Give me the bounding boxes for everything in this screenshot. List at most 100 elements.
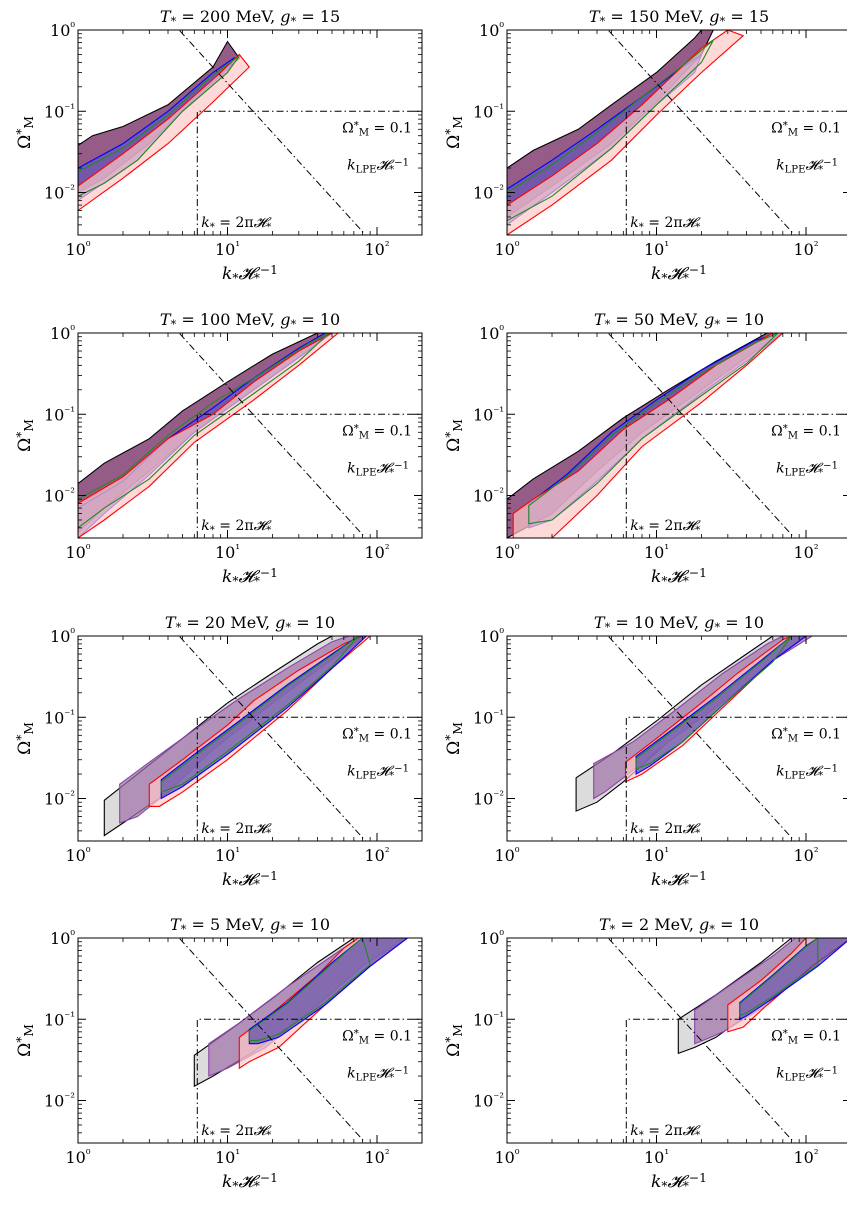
contour-region-3 bbox=[512, 333, 784, 538]
y-axis-label: Ω*M bbox=[14, 419, 36, 452]
x-tick-label: 10² bbox=[365, 1147, 390, 1167]
lpe-line bbox=[178, 636, 367, 841]
panel-7: 10⁰ 10¹ 10² 10⁻² 10⁻¹ 10⁰ T* = 5 MeV, g* = 10 k… bbox=[14, 915, 423, 1193]
plot-area bbox=[103, 636, 422, 841]
x-tick-label: 10² bbox=[365, 542, 390, 562]
contour-region-4 bbox=[507, 39, 714, 222]
x-tick-label: 10¹ bbox=[215, 1147, 240, 1167]
x-tick-label: 10¹ bbox=[215, 239, 240, 259]
x-axis-label: k*𝓗*−1 bbox=[222, 263, 278, 285]
k-threshold-label: k* = 2π𝓗* bbox=[630, 1123, 700, 1141]
y-tick-label: 10⁻¹ bbox=[473, 101, 504, 121]
k-threshold-label: k* = 2π𝓗* bbox=[201, 215, 271, 233]
y-axis-label: Ω*M bbox=[14, 1024, 36, 1057]
axes-frame bbox=[77, 937, 423, 1144]
x-tick-label: 10⁰ bbox=[66, 845, 91, 865]
x-axis-label: k*𝓗*−1 bbox=[651, 869, 707, 891]
y-tick-label: 10⁻² bbox=[473, 486, 504, 506]
y-tick-label: 10⁻² bbox=[44, 183, 75, 203]
y-tick-label: 10⁻² bbox=[473, 789, 504, 809]
panel-title: T* = 10 MeV, g* = 10 bbox=[594, 613, 764, 634]
y-tick-label: 10⁰ bbox=[479, 626, 504, 646]
plot-area bbox=[178, 938, 422, 1143]
contour-region-4 bbox=[635, 636, 807, 776]
axes-frame bbox=[77, 332, 423, 539]
x-tick-label: 10² bbox=[365, 239, 390, 259]
contour-region-5 bbox=[248, 938, 371, 1041]
y-tick-label: 10⁻² bbox=[44, 789, 75, 809]
x-tick-label: 10² bbox=[794, 542, 819, 562]
x-tick-label: 10⁰ bbox=[495, 845, 520, 865]
plot-area bbox=[507, 333, 847, 538]
y-axis-label: Ω*M bbox=[443, 116, 465, 149]
panel-4: 10⁰ 10¹ 10² 10⁻² 10⁻¹ 10⁰ T* = 50 MeV, g* = 10… bbox=[443, 310, 847, 588]
axes-frame bbox=[506, 332, 847, 539]
x-tick-label: 10⁰ bbox=[495, 542, 520, 562]
omega-threshold-label: Ω*M = 0.1 bbox=[771, 423, 841, 441]
panel-title: T* = 20 MeV, g* = 10 bbox=[165, 613, 335, 634]
y-tick-label: 10⁰ bbox=[479, 20, 504, 40]
axes-frame bbox=[506, 937, 847, 1144]
plot-area bbox=[575, 636, 847, 841]
y-tick-label: 10⁻¹ bbox=[44, 101, 75, 121]
y-tick-label: 10⁻² bbox=[44, 486, 75, 506]
contour-region-3 bbox=[78, 333, 340, 538]
y-tick-label: 10⁻¹ bbox=[473, 1009, 504, 1029]
panel-2: 10⁰ 10¹ 10² 10⁻² 10⁻¹ 10⁰ T* = 150 MeV, g* = 1… bbox=[443, 7, 847, 285]
lpe-line bbox=[607, 938, 796, 1143]
lpe-label: kLPE𝓗*−1 bbox=[347, 1065, 409, 1083]
x-tick-label: 10¹ bbox=[644, 845, 669, 865]
x-axis-label: k*𝓗*−1 bbox=[651, 1171, 707, 1193]
contour-region-4 bbox=[78, 55, 240, 197]
panel-title: T* = 100 MeV, g* = 10 bbox=[160, 310, 340, 331]
y-tick-label: 10⁻¹ bbox=[44, 1009, 75, 1029]
x-tick-label: 10² bbox=[365, 845, 390, 865]
lpe-line bbox=[607, 636, 796, 841]
omega-threshold-label: Ω*M = 0.1 bbox=[342, 1028, 412, 1046]
y-tick-label: 10⁻² bbox=[44, 1091, 75, 1111]
y-tick-label: 10⁰ bbox=[479, 928, 504, 948]
x-tick-label: 10⁰ bbox=[66, 542, 91, 562]
y-tick-label: 10⁻¹ bbox=[473, 404, 504, 424]
y-tick-label: 10⁻² bbox=[473, 183, 504, 203]
panel-1: 10⁰ 10¹ 10² 10⁻² 10⁻¹ 10⁰ T* = 200 MeV, g* = 1… bbox=[14, 7, 423, 285]
y-tick-label: 10⁰ bbox=[50, 323, 75, 343]
y-tick-label: 10⁰ bbox=[50, 626, 75, 646]
x-tick-label: 10¹ bbox=[644, 1147, 669, 1167]
x-tick-label: 10⁰ bbox=[66, 239, 91, 259]
x-tick-label: 10¹ bbox=[644, 542, 669, 562]
axes-frame bbox=[77, 29, 423, 236]
x-tick-label: 10¹ bbox=[215, 845, 240, 865]
x-axis-label: k*𝓗*−1 bbox=[222, 566, 278, 588]
lpe-line bbox=[178, 30, 367, 235]
x-axis-label: k*𝓗*−1 bbox=[651, 566, 707, 588]
k-threshold-label: k* = 2π𝓗* bbox=[630, 518, 700, 536]
plot-area bbox=[78, 333, 422, 538]
omega-threshold-label: Ω*M = 0.1 bbox=[342, 423, 412, 441]
plot-area bbox=[607, 938, 847, 1143]
y-axis-label: Ω*M bbox=[443, 419, 465, 452]
y-axis-label: Ω*M bbox=[443, 1024, 465, 1057]
contour-region-4 bbox=[739, 938, 847, 1021]
y-axis-label: Ω*M bbox=[14, 722, 36, 755]
lpe-label: kLPE𝓗*−1 bbox=[347, 460, 409, 478]
panel-title: T* = 200 MeV, g* = 15 bbox=[160, 7, 340, 28]
lpe-label: kLPE𝓗*−1 bbox=[776, 460, 838, 478]
contour-region-5 bbox=[160, 636, 359, 793]
contour-region-4 bbox=[78, 333, 330, 529]
lpe-line bbox=[178, 333, 367, 538]
omega-threshold-label: Ω*M = 0.1 bbox=[342, 120, 412, 138]
panel-5: 10⁰ 10¹ 10² 10⁻² 10⁻¹ 10⁰ T* = 20 MeV, g* = 10… bbox=[14, 613, 423, 891]
omega-threshold-label: Ω*M = 0.1 bbox=[771, 726, 841, 744]
contour-region-3 bbox=[507, 30, 745, 235]
axes-frame bbox=[506, 29, 847, 236]
panel-8: 10⁰ 10¹ 10² 10⁻² 10⁻¹ 10⁰ T* = 2 MeV, g* = 10 k… bbox=[443, 915, 847, 1193]
omega-threshold-label: Ω*M = 0.1 bbox=[342, 726, 412, 744]
panel-title: T* = 2 MeV, g* = 10 bbox=[599, 915, 759, 936]
lpe-line bbox=[607, 30, 796, 235]
axes-frame bbox=[506, 635, 847, 842]
x-axis-label: k*𝓗*−1 bbox=[222, 869, 278, 891]
lpe-label: kLPE𝓗*−1 bbox=[776, 157, 838, 175]
k-threshold-label: k* = 2π𝓗* bbox=[201, 821, 271, 839]
